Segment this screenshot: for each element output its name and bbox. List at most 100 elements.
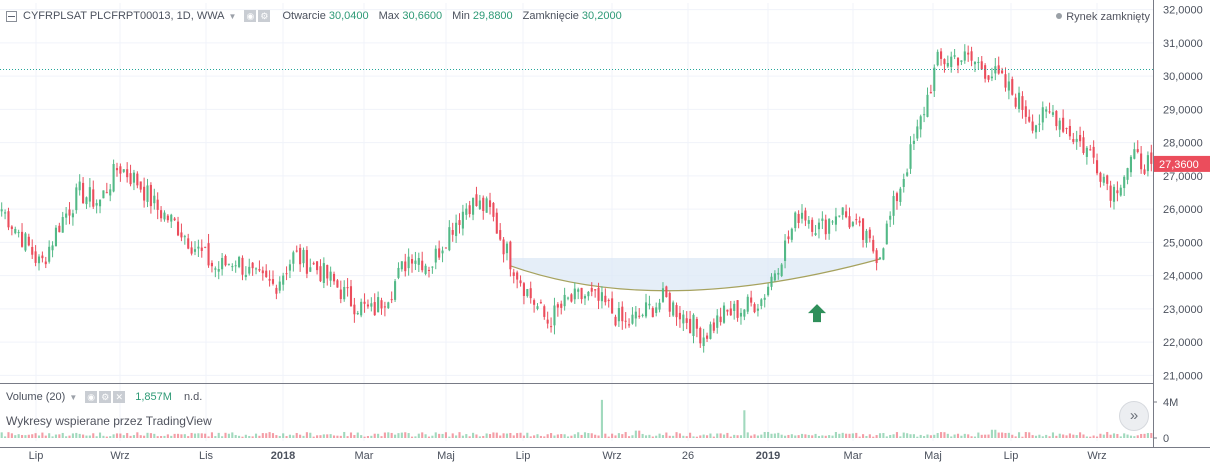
volume-na: n.d. <box>183 391 203 403</box>
candle-body <box>1102 176 1105 183</box>
volume-bar <box>434 432 437 438</box>
volume-bar <box>699 435 702 438</box>
candle-body <box>88 187 91 202</box>
volume-bar <box>421 432 424 438</box>
volume-bar <box>444 432 447 438</box>
volume-bar <box>1062 434 1065 438</box>
candle-body <box>685 318 688 323</box>
close-label: Zamknięcie <box>522 10 579 22</box>
volume-bar <box>329 434 332 438</box>
eye-icon[interactable]: ◉ <box>85 391 98 403</box>
volume-bar <box>1038 434 1041 438</box>
volume-bar <box>600 399 603 438</box>
candle-body <box>1082 137 1085 153</box>
volume-bar <box>862 434 865 438</box>
volume-bar <box>380 436 383 438</box>
volume-bar <box>973 436 977 438</box>
volume-bar <box>878 433 882 438</box>
candle-body <box>180 232 183 238</box>
candle-body <box>702 337 705 347</box>
candle-body <box>1007 81 1010 91</box>
volume-bars <box>0 399 1153 438</box>
candle-body <box>278 281 281 291</box>
candle-body <box>54 227 58 247</box>
volume-bar <box>682 435 685 438</box>
candle-body <box>885 223 888 245</box>
volume-bar <box>248 436 251 438</box>
candle-body <box>434 248 437 263</box>
candle-body <box>502 239 505 255</box>
candle-body <box>902 179 905 187</box>
candle-body <box>756 308 759 311</box>
volume-bar <box>885 436 888 438</box>
candle-body <box>709 324 712 339</box>
volume-bar <box>319 435 322 438</box>
candle-body <box>319 266 322 282</box>
candle-body <box>383 306 386 308</box>
gear-icon[interactable]: ⚙ <box>99 391 112 403</box>
collapse-square-icon[interactable] <box>6 10 17 22</box>
candle-body <box>251 262 254 269</box>
candle-body <box>997 65 1000 74</box>
y-tick-label: 21,0000 <box>1163 370 1203 382</box>
caret-down-icon[interactable]: ▼ <box>228 11 237 21</box>
gear-icon[interactable]: ⚙ <box>258 10 271 22</box>
volume-bar <box>488 434 492 438</box>
candle-body <box>824 219 827 235</box>
volume-bar <box>1089 436 1092 438</box>
volume-bar <box>146 432 149 438</box>
candle-body <box>210 262 213 267</box>
x-tick-label: 2019 <box>756 450 780 462</box>
volume-bar <box>1028 432 1031 438</box>
volume-bar <box>648 434 651 438</box>
y-tick-label: 26,0000 <box>1163 204 1203 216</box>
double-chevron-right-icon[interactable]: » <box>1119 401 1149 431</box>
y-tick-label: 29,0000 <box>1163 104 1203 116</box>
eye-icon[interactable]: ◉ <box>244 10 257 22</box>
close-icon[interactable]: ✕ <box>113 391 126 403</box>
candle-body <box>790 228 793 240</box>
symbol-title[interactable]: CYFRPLSAT PLCFRPT00013, 1D, WWA <box>23 10 225 22</box>
volume-bar <box>790 434 793 438</box>
candle-body <box>848 216 851 228</box>
candle-body <box>536 306 539 309</box>
candle-body <box>58 225 61 233</box>
candle-body <box>1133 149 1136 159</box>
candle-body <box>909 144 912 169</box>
caret-down-icon[interactable]: ▼ <box>69 392 78 402</box>
volume-bar <box>746 432 749 438</box>
volume-bar <box>1068 433 1071 438</box>
candle-body <box>634 311 637 319</box>
volume-bar <box>85 435 88 438</box>
candle-body <box>285 273 288 275</box>
volume-title[interactable]: Volume (20) <box>6 391 66 403</box>
candle-body <box>244 274 247 278</box>
volume-bar <box>7 432 10 438</box>
candle-body <box>841 207 844 215</box>
candle-body <box>1092 146 1095 158</box>
candle-body <box>573 288 576 300</box>
candle-body <box>448 227 451 251</box>
volume-bar <box>644 435 648 438</box>
volume-bar <box>285 436 288 438</box>
candle-body <box>661 288 665 302</box>
candle-body <box>85 197 88 205</box>
y-tick-label: 22,0000 <box>1163 337 1203 349</box>
candle-body <box>977 61 980 64</box>
candle-body <box>404 261 407 272</box>
candle-body <box>895 193 899 202</box>
volume-bar <box>611 433 614 438</box>
candle-body <box>773 273 776 281</box>
volume-bar <box>448 436 451 438</box>
volume-bar <box>316 435 319 438</box>
volume-bar <box>383 432 386 438</box>
candle-body <box>851 222 854 227</box>
volume-bar <box>533 435 536 438</box>
attribution-text[interactable]: Wykresy wspierane przez TradingView <box>6 414 212 428</box>
x-tick-label: Maj <box>924 450 942 462</box>
volume-bar <box>797 435 800 438</box>
volume-bar <box>302 435 305 438</box>
candle-body <box>516 272 519 280</box>
candle-body <box>414 260 417 264</box>
